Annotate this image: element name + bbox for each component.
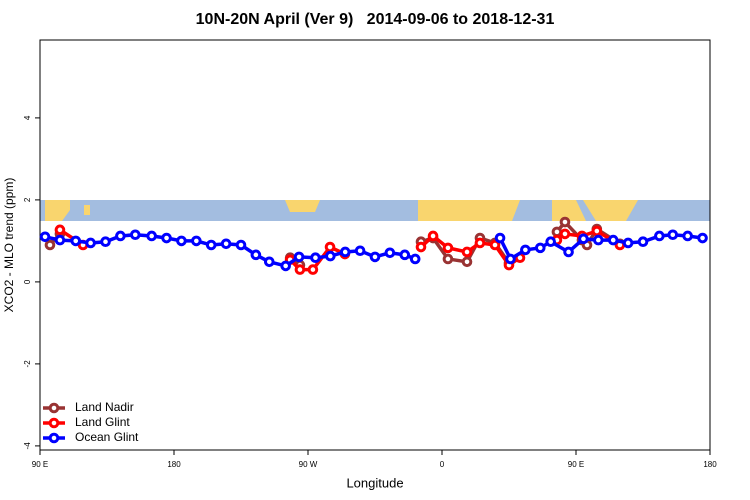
series-marker — [442, 242, 454, 254]
series-marker — [578, 233, 589, 245]
y-tick-label: 0 — [23, 279, 32, 284]
series-marker — [235, 239, 247, 251]
y-tick-label: 2 — [23, 197, 32, 202]
series-marker — [70, 235, 82, 247]
series-marker — [161, 232, 172, 244]
series-marker — [44, 239, 56, 251]
y-tick-label: 4 — [23, 115, 32, 120]
series-marker — [520, 244, 531, 256]
series-marker — [489, 239, 501, 251]
series-marker — [415, 241, 427, 253]
series-marker — [593, 234, 604, 246]
series-marker — [559, 228, 571, 240]
series-marker — [427, 230, 439, 242]
series-marker — [354, 245, 366, 257]
series-marker — [220, 238, 232, 250]
series-marker — [176, 235, 187, 247]
x-tick-label: 180 — [167, 460, 181, 469]
series-marker — [339, 246, 351, 258]
series-marker — [191, 235, 202, 247]
series-marker — [310, 252, 321, 264]
series-marker — [474, 237, 486, 249]
x-tick-label: 180 — [703, 460, 717, 469]
x-tick-label: 90 E — [32, 460, 48, 469]
series-marker — [551, 226, 563, 238]
series-marker — [85, 237, 96, 249]
series-marker — [39, 231, 51, 243]
series-marker — [667, 229, 679, 241]
legend-marker — [48, 402, 60, 414]
series-marker — [461, 246, 473, 258]
series-marker — [263, 256, 275, 268]
series-marker — [461, 256, 473, 268]
legend-label: Land Nadir — [75, 400, 134, 414]
series-marker — [384, 247, 396, 259]
series-marker — [205, 239, 217, 251]
series-marker — [409, 253, 421, 265]
series-marker — [129, 229, 141, 241]
x-tick-label: 90 W — [299, 460, 318, 469]
series-marker — [280, 260, 291, 272]
series-marker — [325, 250, 336, 262]
series-marker — [115, 230, 126, 242]
series-marker — [637, 236, 649, 248]
series-marker — [293, 251, 305, 263]
legend-marker — [48, 417, 60, 429]
legend-label: Ocean Glint — [75, 430, 139, 444]
series-marker — [54, 224, 66, 236]
series-marker — [307, 264, 319, 275]
series-marker — [591, 225, 603, 237]
series-marker — [369, 251, 381, 263]
plot-frame — [39, 39, 711, 451]
chart-title: 10N-20N April (Ver 9) 2014-09-06 to 2018… — [196, 11, 555, 28]
series-marker — [559, 216, 571, 228]
series-marker — [682, 230, 693, 242]
series-marker — [294, 264, 306, 275]
series-marker — [505, 253, 516, 265]
y-tick-label: -2 — [23, 360, 32, 368]
y-tick-label: -4 — [23, 442, 32, 450]
series-marker — [146, 230, 157, 242]
series-marker — [622, 237, 634, 249]
series-marker — [100, 236, 111, 248]
series-marker — [324, 241, 336, 253]
series-marker — [654, 230, 665, 242]
x-tick-label: 90 E — [568, 460, 584, 469]
series-marker — [545, 236, 556, 248]
series-marker — [399, 249, 411, 261]
series-marker — [534, 242, 546, 254]
series-marker — [250, 249, 262, 261]
legend-marker — [48, 432, 60, 444]
map-strip — [40, 200, 710, 221]
x-tick-label: 0 — [440, 460, 445, 469]
series-marker — [54, 234, 66, 246]
series-marker — [442, 253, 454, 265]
legend-label: Land Glint — [75, 415, 130, 429]
y-axis-label: XCO2 - MLO trend (ppm) — [2, 178, 16, 313]
series-marker — [607, 234, 619, 246]
series-marker — [494, 232, 506, 244]
series-marker — [563, 246, 574, 258]
series-marker — [697, 232, 708, 244]
x-axis-label: Longitude — [346, 475, 403, 490]
